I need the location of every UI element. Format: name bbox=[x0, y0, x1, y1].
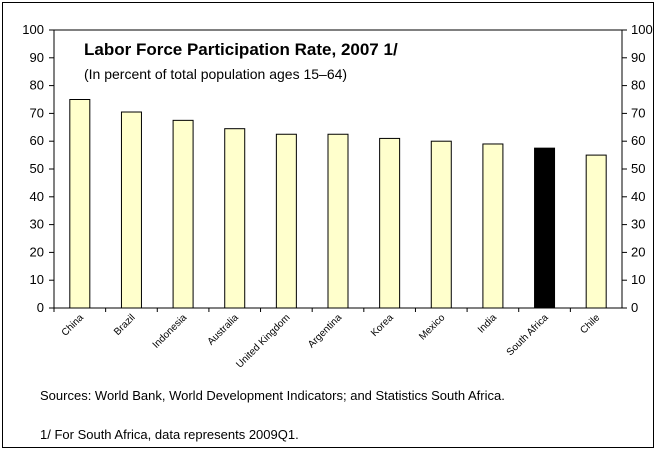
left-axis-group: 0 10 20 30 40 50 60 70 80 90 100 bbox=[22, 22, 54, 315]
category-label: United Kingdom bbox=[234, 312, 292, 370]
bar-indonesia bbox=[172, 119, 194, 309]
category-label: Argentina bbox=[306, 312, 344, 350]
bars-group bbox=[69, 99, 607, 309]
bar-mexico bbox=[430, 140, 452, 309]
left-tick-label: 100 bbox=[22, 22, 44, 37]
bar-argentina bbox=[327, 133, 349, 309]
left-tick-label: 50 bbox=[30, 161, 44, 176]
right-tick-label: 20 bbox=[631, 244, 645, 259]
right-tick-label: 50 bbox=[631, 161, 645, 176]
chart-subtitle: (In percent of total population ages 15–… bbox=[84, 66, 347, 82]
category-label: South Africa bbox=[505, 312, 551, 358]
category-label: Brazil bbox=[112, 312, 137, 337]
bar-india bbox=[482, 143, 504, 309]
left-tick-label: 80 bbox=[30, 78, 44, 93]
left-tick-label: 10 bbox=[30, 272, 44, 287]
right-tick-label: 90 bbox=[631, 50, 645, 65]
category-label: Indonesia bbox=[151, 312, 190, 351]
chart-title: Labor Force Participation Rate, 2007 1/ bbox=[84, 40, 398, 59]
left-tick-label: 0 bbox=[37, 300, 44, 315]
right-tick-label: 0 bbox=[631, 300, 638, 315]
bar-chile bbox=[585, 154, 607, 309]
right-tick-label: 40 bbox=[631, 189, 645, 204]
bar-chart: 0 10 20 30 40 50 60 70 80 90 100 0 10 20 30 40 50 60 70 80… bbox=[22, 22, 653, 370]
category-label: Korea bbox=[369, 312, 396, 339]
left-tick-label: 20 bbox=[30, 244, 44, 259]
left-tick-label: 90 bbox=[30, 50, 44, 65]
category-label: Australia bbox=[206, 312, 242, 348]
bar-australia bbox=[224, 128, 246, 309]
bar-united-kingdom bbox=[275, 133, 297, 309]
right-tick-label: 80 bbox=[631, 78, 645, 93]
left-tick-label: 60 bbox=[30, 133, 44, 148]
right-tick-label: 60 bbox=[631, 133, 645, 148]
right-tick-label: 70 bbox=[631, 105, 645, 120]
left-tick-label: 30 bbox=[30, 217, 44, 232]
sources-note: Sources: World Bank, World Development I… bbox=[40, 388, 505, 403]
chart-frame bbox=[2, 2, 654, 448]
bar-brazil bbox=[120, 111, 142, 309]
bar-china bbox=[69, 99, 91, 309]
left-tick-label: 40 bbox=[30, 189, 44, 204]
category-label: Chile bbox=[578, 312, 602, 336]
footnote-note: 1/ For South Africa, data represents 200… bbox=[40, 427, 299, 442]
right-axis-group: 0 10 20 30 40 50 60 70 80 90 100 bbox=[622, 22, 653, 315]
left-tick-label: 70 bbox=[30, 105, 44, 120]
bar-korea bbox=[379, 137, 401, 309]
right-tick-label: 100 bbox=[631, 22, 653, 37]
category-label: China bbox=[60, 312, 87, 339]
category-label: Mexico bbox=[417, 312, 447, 342]
right-tick-label: 30 bbox=[631, 217, 645, 232]
bar-south-africa bbox=[534, 147, 556, 309]
category-label: India bbox=[476, 312, 499, 335]
right-tick-label: 10 bbox=[631, 272, 645, 287]
